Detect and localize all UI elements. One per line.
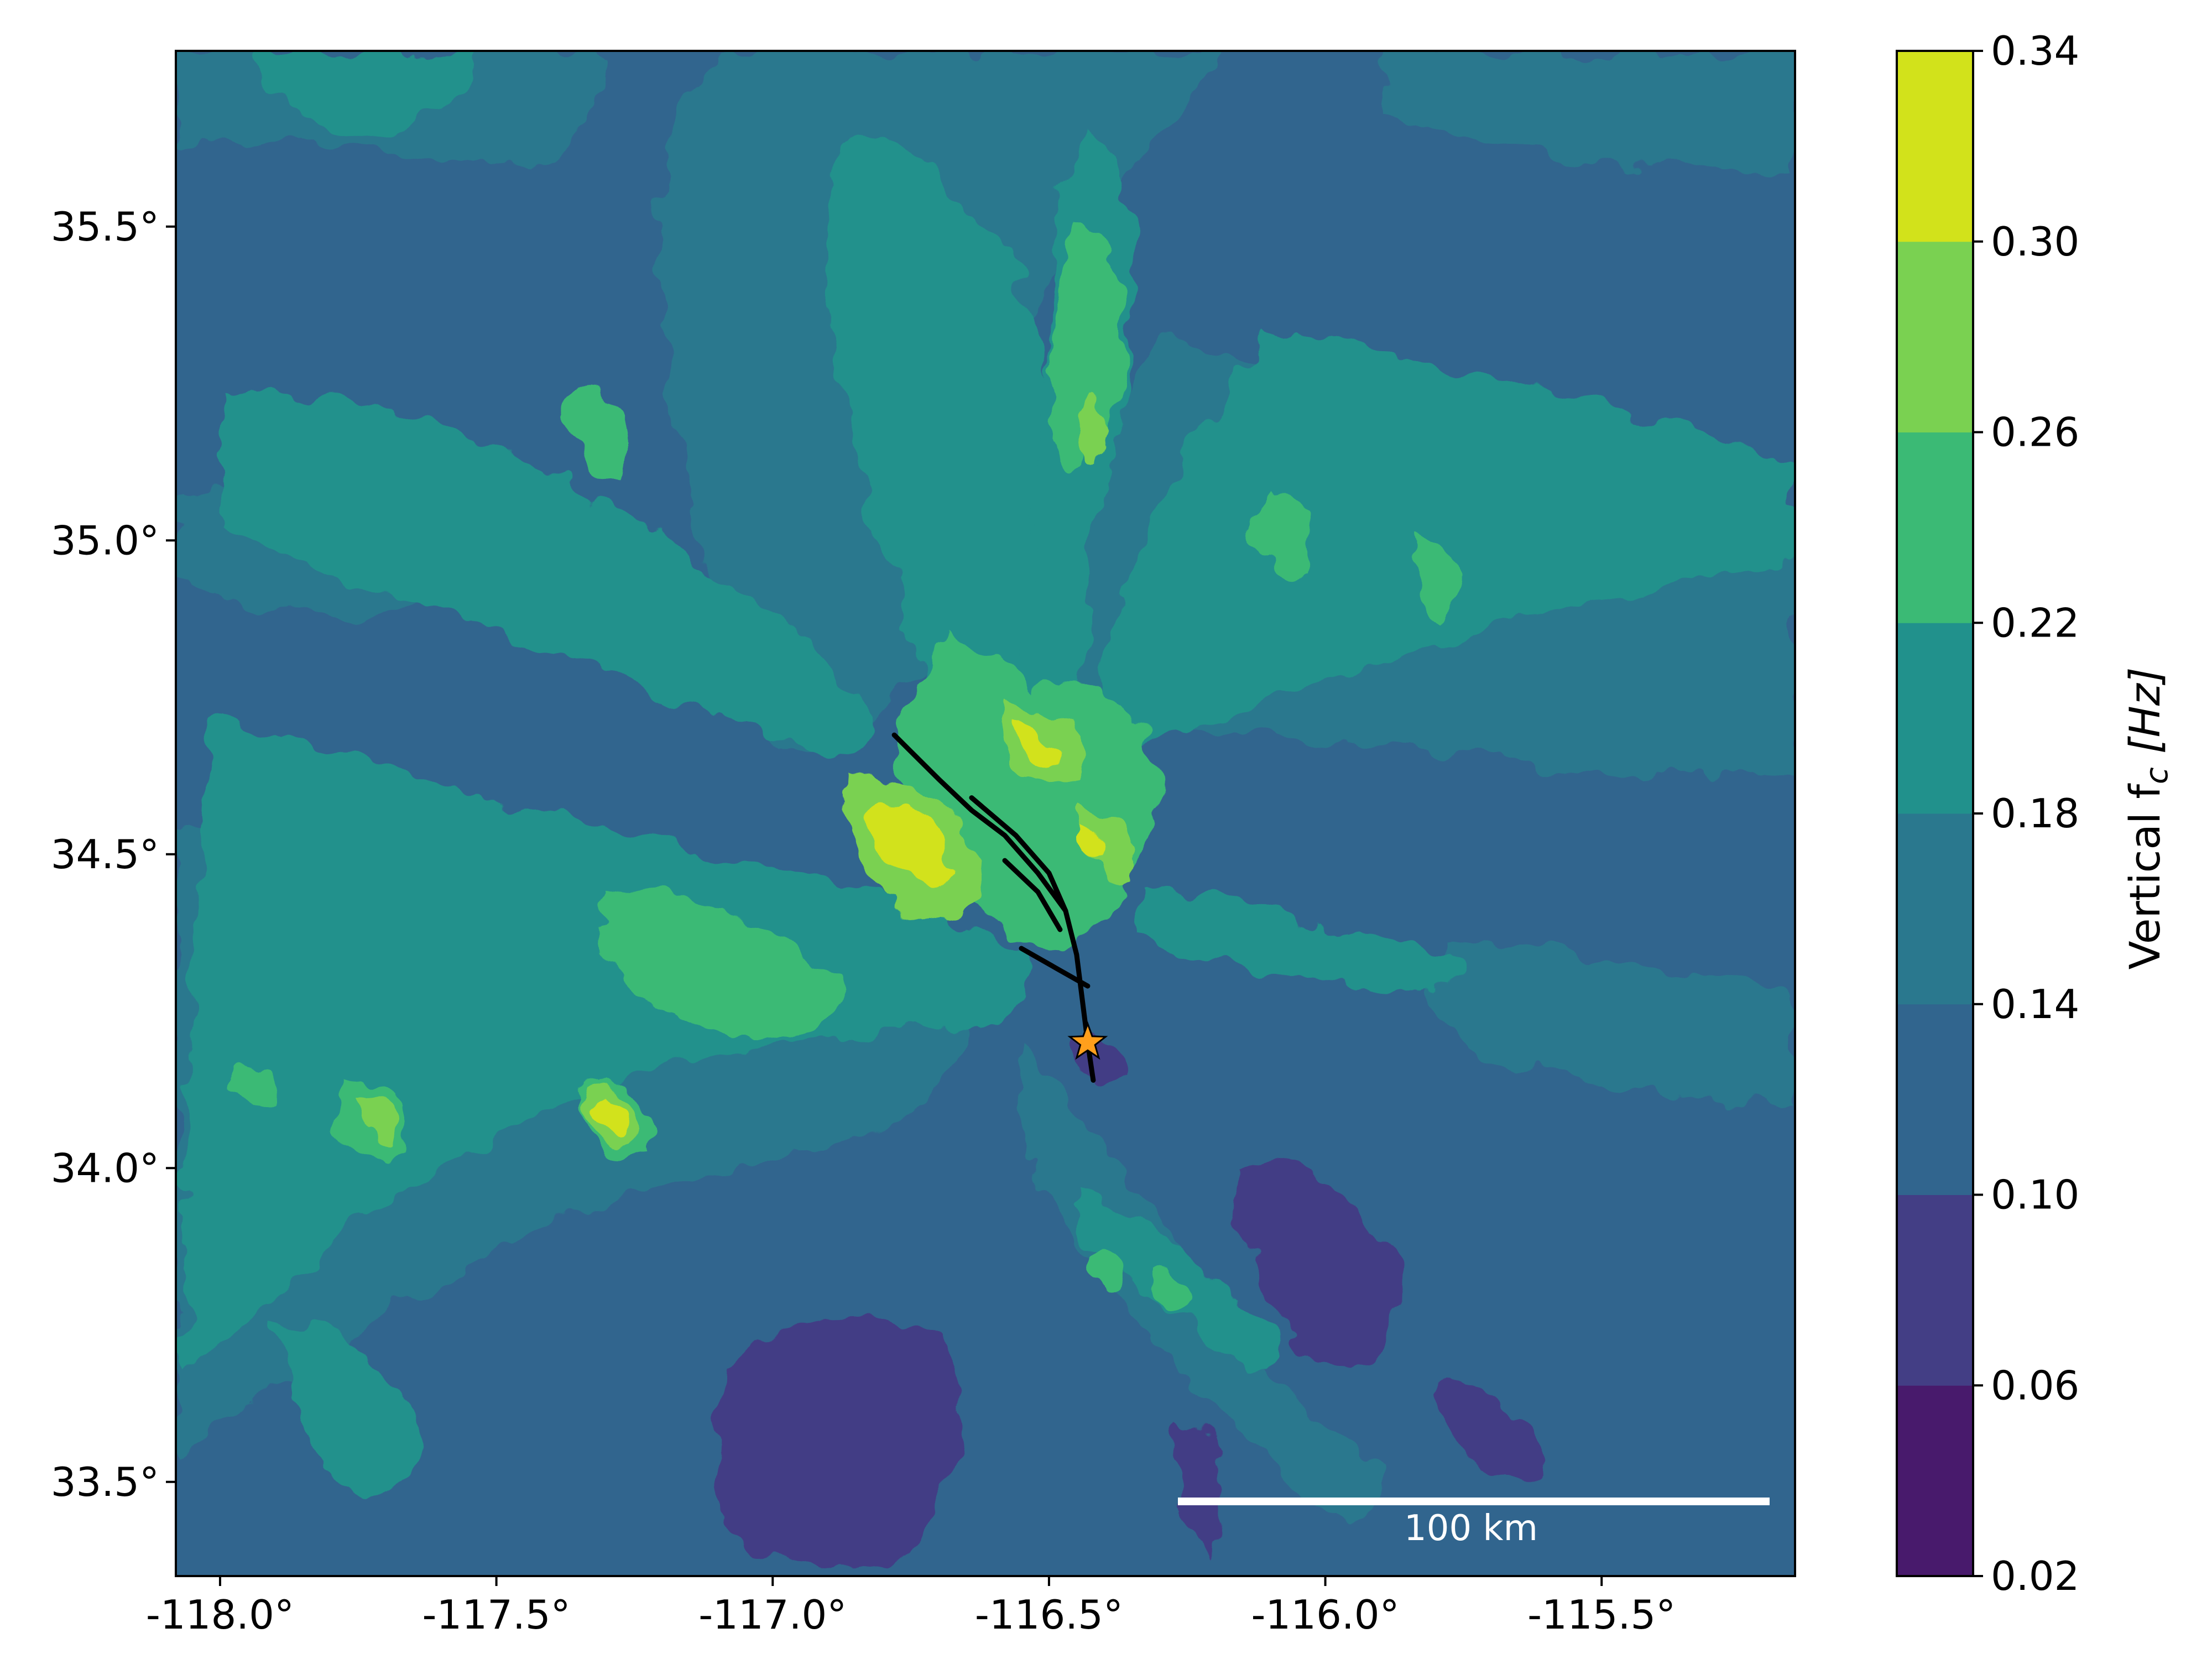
- x-tick-label: -117.0°: [698, 1592, 847, 1638]
- colorbar-segment: [1897, 1004, 1973, 1195]
- x-tick-label: -116.5°: [975, 1592, 1123, 1638]
- contour-level-high: [237, 221, 1459, 1306]
- fault-trace-4: [1019, 946, 1091, 989]
- x-tick-label: -116.0°: [1251, 1592, 1400, 1638]
- colorbar-segment: [1897, 813, 1973, 1005]
- colorbar-segment: [1897, 623, 1973, 814]
- scale-bar-label: 100 km: [1404, 1508, 1538, 1549]
- colorbar-title: Vertical fc [Hz]: [2120, 667, 2175, 970]
- contour-field: [176, 51, 1795, 1569]
- y-tick-label: 34.5°: [51, 831, 159, 878]
- contour-level-highmid: [182, 51, 1795, 1495]
- colorbar: 0.02 0.06 0.10 0.14 0.18 0.22 0.26 0.30 0.34: [1896, 28, 2079, 1599]
- colorbar-tick-label: 0.14: [1991, 981, 2079, 1027]
- map-panel: 100 km: [176, 51, 1795, 1576]
- colorbar-tick-label: 0.10: [1991, 1172, 2079, 1218]
- colorbar-tick-label: 0.02: [1991, 1553, 2079, 1599]
- y-tick-label: 35.0°: [51, 517, 159, 564]
- x-tick-label: -117.5°: [422, 1592, 571, 1638]
- colorbar-tick-label: 0.30: [1991, 218, 2079, 265]
- contour-level-top: [596, 713, 1105, 1129]
- scale-bar: 100 km: [1178, 1498, 1770, 1549]
- fault-trace-3: [1002, 858, 1063, 932]
- colorbar-tick-label: 0.26: [1991, 409, 2079, 456]
- colorbar-segment: [1897, 241, 1973, 432]
- colorbar-tick-label: 0.22: [1991, 599, 2079, 646]
- fault-trace-1: [891, 732, 1096, 1083]
- colorbar-segment: [1897, 51, 1973, 242]
- colorbar-segment: [1897, 432, 1973, 623]
- colorbar-tick-label: 0.18: [1991, 790, 2079, 837]
- fault-traces: [891, 732, 1096, 1083]
- y-axis: 35.5° 35.0° 34.5° 34.0° 33.5°: [51, 204, 176, 1505]
- colorbar-segment: [1897, 1194, 1973, 1386]
- x-tick-label: -115.5°: [1527, 1592, 1676, 1638]
- map-frame: [175, 50, 1796, 1577]
- epicenter-layer: [1067, 1021, 1108, 1060]
- x-tick-label: -118.0°: [146, 1592, 294, 1638]
- y-tick-label: 34.0°: [51, 1145, 159, 1191]
- y-tick-label: 35.5°: [51, 204, 159, 250]
- colorbar-tick-label: 0.34: [1991, 28, 2079, 74]
- colorbar-tick-label: 0.06: [1991, 1362, 2079, 1408]
- fault-trace-2: [969, 795, 1068, 914]
- epicenter-star-icon: [1067, 1021, 1108, 1060]
- x-axis: -118.0° -117.5° -117.0° -116.5° -116.0° -115.…: [146, 1576, 1676, 1638]
- y-tick-label: 33.5°: [51, 1459, 159, 1505]
- colorbar-segment: [1897, 1385, 1973, 1577]
